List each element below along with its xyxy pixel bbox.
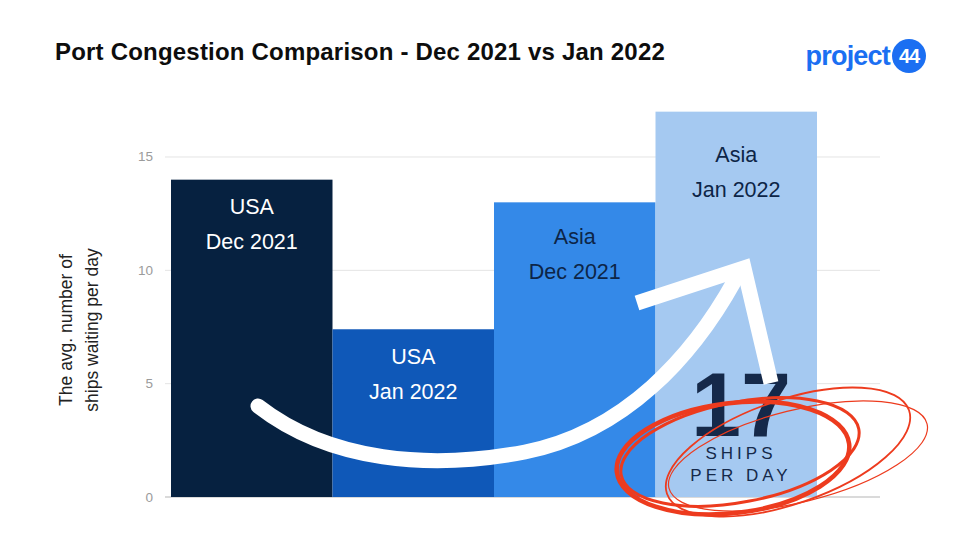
bar-label-line1: Asia xyxy=(715,143,757,167)
bar-label-line2: Jan 2022 xyxy=(692,178,780,202)
y-tick-label: 10 xyxy=(138,263,153,278)
bar-label-line1: Asia xyxy=(554,225,596,249)
y-tick-label: 0 xyxy=(145,490,153,505)
bar-label-line2: Dec 2021 xyxy=(529,260,621,284)
bar-label-line2: Jan 2022 xyxy=(369,380,457,404)
y-tick-label: 5 xyxy=(145,376,153,391)
bar-label-line1: USA xyxy=(230,195,275,219)
slide: Port Congestion Comparison - Dec 2021 vs… xyxy=(0,0,960,540)
bar-label-line1: USA xyxy=(391,345,436,369)
annotation-caption-line2: PER DAY xyxy=(690,466,791,485)
bar-chart: 0 5 10 15 USA Dec 2021 USA Jan 2022 Asia Dec 2021… xyxy=(0,0,960,540)
bar-usa-dec-2021 xyxy=(171,180,333,497)
y-tick-label: 15 xyxy=(138,149,153,164)
annotation-caption-line1: SHIPS xyxy=(705,444,776,463)
bar-label-line2: Dec 2021 xyxy=(206,230,298,254)
